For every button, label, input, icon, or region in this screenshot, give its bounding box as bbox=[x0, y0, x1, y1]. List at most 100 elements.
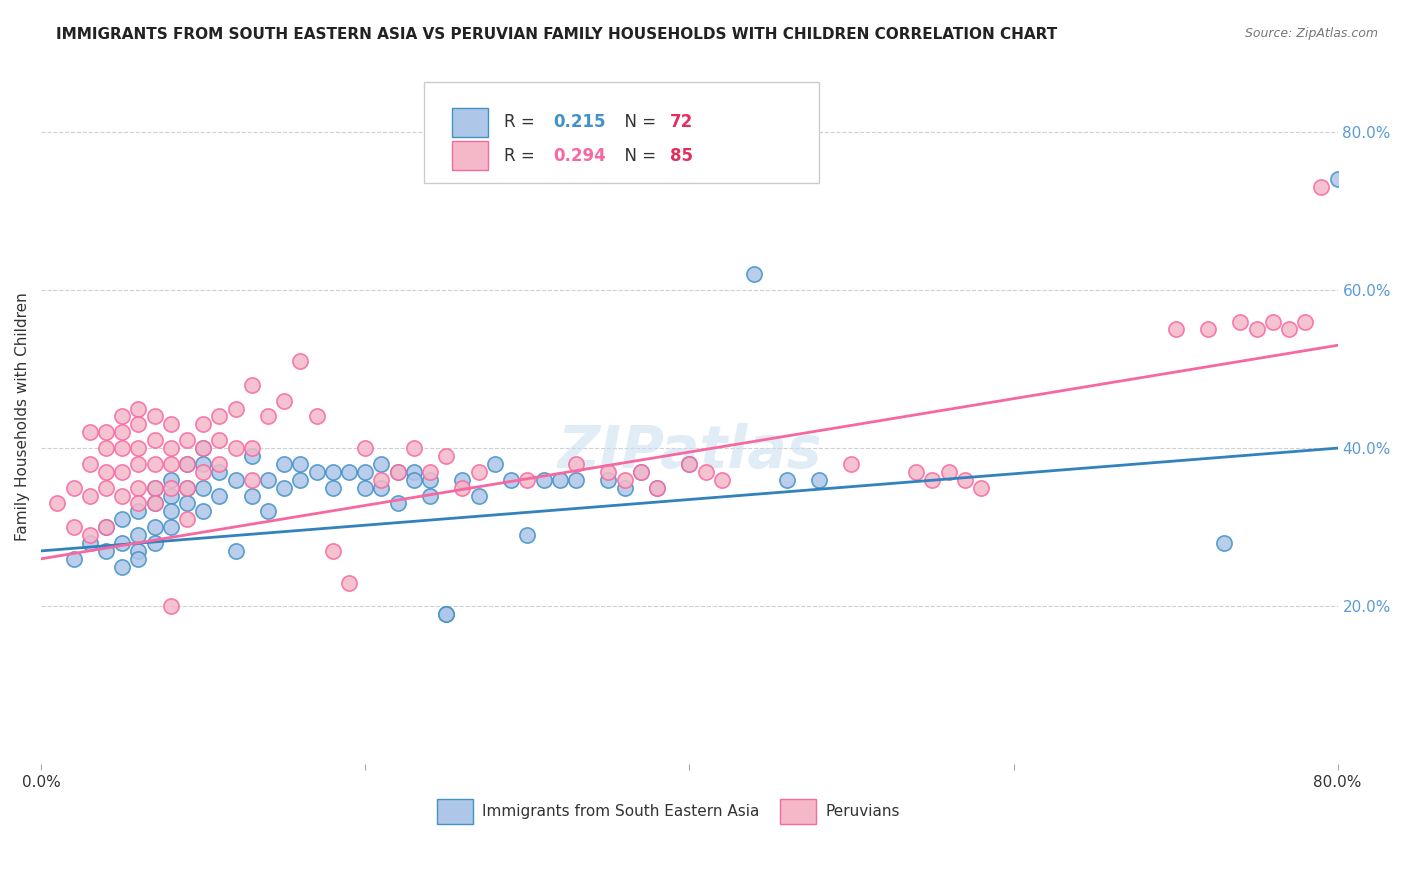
Text: Peruvians: Peruvians bbox=[825, 805, 900, 819]
Point bbox=[516, 473, 538, 487]
Point bbox=[143, 481, 166, 495]
FancyBboxPatch shape bbox=[453, 141, 488, 170]
Point bbox=[159, 473, 181, 487]
Point bbox=[484, 457, 506, 471]
Point bbox=[193, 481, 215, 495]
Point bbox=[143, 536, 166, 550]
Point bbox=[176, 481, 198, 495]
Point bbox=[290, 354, 312, 368]
Point bbox=[273, 481, 295, 495]
Point bbox=[467, 465, 489, 479]
Point bbox=[970, 481, 993, 495]
Point bbox=[143, 409, 166, 424]
Point bbox=[208, 465, 231, 479]
Point bbox=[143, 433, 166, 447]
Point bbox=[193, 441, 215, 455]
Point bbox=[337, 465, 360, 479]
Point bbox=[79, 457, 101, 471]
Point bbox=[208, 457, 231, 471]
Point bbox=[159, 489, 181, 503]
Point bbox=[516, 528, 538, 542]
Point bbox=[127, 551, 149, 566]
Point bbox=[94, 425, 117, 440]
Point bbox=[111, 536, 134, 550]
FancyBboxPatch shape bbox=[780, 799, 817, 824]
Point bbox=[565, 457, 588, 471]
Point bbox=[111, 465, 134, 479]
Point bbox=[176, 457, 198, 471]
Point bbox=[467, 489, 489, 503]
Point bbox=[290, 473, 312, 487]
Point bbox=[1246, 322, 1268, 336]
Point bbox=[354, 441, 377, 455]
Point bbox=[94, 441, 117, 455]
Point bbox=[953, 473, 976, 487]
Point bbox=[370, 457, 392, 471]
Text: ZIPatlas: ZIPatlas bbox=[557, 423, 821, 480]
Point bbox=[1261, 315, 1284, 329]
Point bbox=[402, 441, 425, 455]
Point bbox=[143, 481, 166, 495]
Point bbox=[419, 473, 441, 487]
Point bbox=[62, 520, 84, 534]
Point bbox=[127, 441, 149, 455]
Point bbox=[240, 473, 263, 487]
Point bbox=[94, 520, 117, 534]
Point bbox=[322, 465, 344, 479]
Point bbox=[225, 544, 247, 558]
Point bbox=[159, 504, 181, 518]
Point bbox=[402, 465, 425, 479]
Point bbox=[1164, 322, 1187, 336]
Point bbox=[111, 441, 134, 455]
Point bbox=[193, 457, 215, 471]
Point bbox=[565, 473, 588, 487]
Point bbox=[322, 544, 344, 558]
Point bbox=[208, 433, 231, 447]
Point bbox=[710, 473, 733, 487]
Point bbox=[127, 457, 149, 471]
Point bbox=[111, 512, 134, 526]
Point bbox=[208, 489, 231, 503]
Point bbox=[305, 409, 328, 424]
Point bbox=[257, 473, 280, 487]
Point bbox=[257, 504, 280, 518]
Point bbox=[94, 481, 117, 495]
Point bbox=[337, 575, 360, 590]
Point bbox=[143, 457, 166, 471]
Point bbox=[775, 473, 797, 487]
Point bbox=[630, 465, 652, 479]
Point bbox=[322, 481, 344, 495]
Point bbox=[613, 481, 636, 495]
Point bbox=[193, 441, 215, 455]
Point bbox=[645, 481, 668, 495]
Point bbox=[370, 481, 392, 495]
Point bbox=[921, 473, 943, 487]
Point bbox=[387, 465, 409, 479]
Point bbox=[79, 425, 101, 440]
Point bbox=[1310, 180, 1333, 194]
Point bbox=[111, 425, 134, 440]
Point bbox=[841, 457, 863, 471]
Y-axis label: Family Households with Children: Family Households with Children bbox=[15, 292, 30, 541]
Point bbox=[501, 473, 523, 487]
Point bbox=[127, 528, 149, 542]
Point bbox=[905, 465, 928, 479]
Point bbox=[176, 433, 198, 447]
Point bbox=[159, 520, 181, 534]
Point bbox=[225, 441, 247, 455]
Point bbox=[598, 473, 620, 487]
Point bbox=[938, 465, 960, 479]
Point bbox=[240, 449, 263, 463]
Point bbox=[678, 457, 700, 471]
FancyBboxPatch shape bbox=[423, 82, 820, 184]
Point bbox=[419, 465, 441, 479]
Point bbox=[79, 536, 101, 550]
Text: Source: ZipAtlas.com: Source: ZipAtlas.com bbox=[1244, 27, 1378, 40]
Point bbox=[111, 489, 134, 503]
Point bbox=[645, 481, 668, 495]
Text: IMMIGRANTS FROM SOUTH EASTERN ASIA VS PERUVIAN FAMILY HOUSEHOLDS WITH CHILDREN C: IMMIGRANTS FROM SOUTH EASTERN ASIA VS PE… bbox=[56, 27, 1057, 42]
Point bbox=[143, 496, 166, 510]
Point bbox=[79, 489, 101, 503]
Point bbox=[62, 481, 84, 495]
Point bbox=[630, 465, 652, 479]
